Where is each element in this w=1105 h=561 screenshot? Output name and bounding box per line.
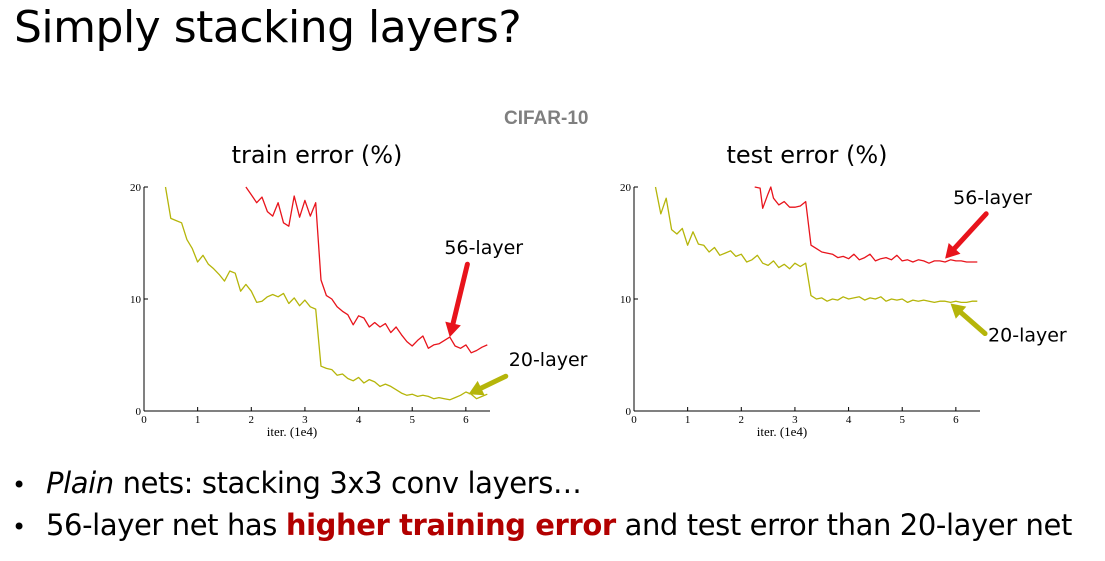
bullet-emphasis: Plain — [46, 466, 114, 500]
series-line-56-layer — [245, 186, 488, 354]
x-tick-label: 4 — [846, 414, 852, 426]
bullet-item: • 56-layer net has higher training error… — [12, 508, 1072, 550]
series-line-20-layer — [654, 186, 978, 304]
bullet-text: 56-layer net has higher training error a… — [46, 508, 1072, 542]
figure-title: CIFAR-10 — [504, 108, 589, 129]
x-tick-label: 1 — [195, 414, 201, 426]
chart-title: test error (%) — [727, 141, 888, 169]
y-tick-label: 0 — [626, 406, 632, 418]
y-tick-label: 10 — [130, 294, 142, 306]
y-tick-label: 10 — [620, 294, 632, 306]
annotation-label: 20-layer — [509, 349, 588, 371]
annotation-arrow-shaft — [958, 310, 988, 337]
test-error-chart: test error (%) 0 1 2 3 4 5 6 0 10 20 iter. (1e4) 56-… — [590, 140, 1067, 450]
x-axis-label: iter. (1e4) — [267, 424, 318, 439]
x-tick-label: 2 — [249, 414, 255, 426]
annotation-label: 56-layer — [444, 237, 523, 259]
x-tick-label: 5 — [899, 414, 905, 426]
annotation-arrow-head — [468, 380, 485, 396]
bullet-post: and test error than 20-layer net — [615, 508, 1073, 542]
annotation-label: 20-layer — [988, 325, 1067, 347]
x-tick-label: 4 — [356, 414, 362, 426]
train-error-chart: train error (%) 0 1 2 3 4 5 6 0 10 20 iter. (1e4) 56… — [100, 140, 588, 450]
x-axis-label: iter. (1e4) — [757, 424, 808, 439]
x-tick-label: 6 — [463, 414, 469, 426]
bullet-text: Plain nets: stacking 3x3 conv layers… — [46, 466, 582, 500]
x-tick-label: 2 — [739, 414, 745, 426]
bullet-dot: • — [12, 471, 26, 499]
y-tick-label: 0 — [136, 406, 142, 418]
annotation-arrow-head — [945, 242, 961, 259]
bullet-highlight: higher training error — [285, 508, 616, 542]
bullet-dot: • — [12, 513, 26, 541]
annotation-arrow-shaft — [478, 373, 509, 391]
x-tick-label: 1 — [685, 414, 691, 426]
x-tick-label: 6 — [953, 414, 959, 426]
x-tick-label: 0 — [631, 414, 637, 426]
train-error-plot: train error (%) 0 1 2 3 4 5 6 0 10 20 iter. (1e4) 56… — [130, 141, 588, 439]
bullet-item: • Plain nets: stacking 3x3 conv layers… — [12, 466, 1072, 508]
annotation-arrow-head — [950, 303, 967, 319]
annotation-arrow-shaft — [952, 211, 989, 251]
slide-title: Simply stacking layers? — [14, 2, 522, 53]
y-tick-label: 20 — [620, 182, 632, 194]
bullet-pre: 56-layer net has — [46, 508, 286, 542]
x-tick-label: 0 — [141, 414, 147, 426]
test-error-plot: test error (%) 0 1 2 3 4 5 6 0 10 20 iter. (1e4) 56-… — [620, 141, 1067, 439]
y-tick-label: 20 — [130, 182, 142, 194]
series-line-20-layer — [164, 186, 488, 401]
series-line-56-layer — [754, 186, 978, 264]
x-tick-label: 3 — [792, 414, 798, 426]
annotation-label: 56-layer — [953, 187, 1032, 209]
bullet-list: • Plain nets: stacking 3x3 conv layers… … — [12, 466, 1072, 550]
annotation-arrow-head — [445, 321, 461, 338]
annotation-arrow-shaft — [450, 261, 470, 326]
bullet-rest: nets: stacking 3x3 conv layers… — [113, 466, 582, 500]
x-tick-label: 3 — [302, 414, 308, 426]
chart-title: train error (%) — [232, 141, 403, 169]
x-tick-label: 5 — [409, 414, 415, 426]
